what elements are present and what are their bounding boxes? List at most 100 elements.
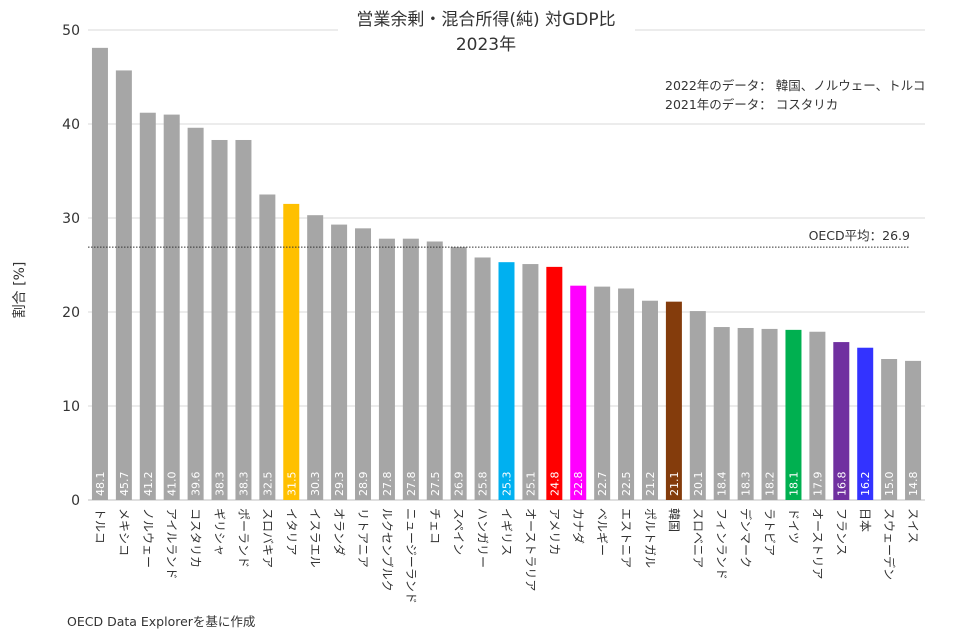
data-label: 21.2 — [644, 472, 657, 497]
bar — [307, 215, 324, 500]
bar — [665, 301, 682, 500]
bar — [857, 347, 874, 500]
chart-subtitle: 2023年 — [456, 35, 516, 55]
bars — [91, 47, 922, 501]
data-label: 41.2 — [142, 472, 155, 497]
data-label: 18.2 — [764, 472, 777, 497]
data-label: 25.3 — [501, 472, 514, 497]
category-label: スイス — [906, 508, 920, 544]
bar — [355, 228, 372, 500]
y-tick-label: 10 — [62, 399, 80, 415]
bar — [402, 238, 419, 500]
category-label: エストニア — [619, 508, 633, 568]
data-label: 30.3 — [309, 472, 322, 497]
category-label: 日本 — [858, 508, 872, 532]
data-label: 38.3 — [237, 472, 250, 497]
data-label: 15.0 — [883, 472, 896, 497]
bar — [522, 264, 539, 500]
data-label: 27.5 — [429, 472, 442, 497]
bar — [498, 262, 515, 500]
y-tick-label: 50 — [62, 23, 80, 39]
bar — [881, 359, 898, 500]
category-label: スウェーデン — [882, 508, 897, 580]
y-axis-label: 割合 [%] — [11, 262, 28, 319]
category-label: オランダ — [332, 508, 347, 556]
data-label: 25.1 — [524, 472, 537, 497]
y-tick-label: 30 — [62, 211, 80, 227]
y-tick-label: 0 — [71, 493, 80, 509]
data-label: 27.8 — [381, 472, 394, 497]
category-label: オーストリア — [810, 508, 824, 579]
bar — [761, 328, 778, 500]
y-axis-ticks: 0 10 20 30 40 50 — [62, 23, 80, 509]
category-label: スペイン — [452, 508, 466, 555]
note-2021: 2021年のデータ： コスタリカ — [665, 97, 838, 112]
source-note: OECD Data Explorerを基に作成 — [67, 614, 256, 629]
category-label: ノルウェー — [141, 508, 155, 568]
category-label: 韓国 — [667, 508, 681, 532]
title-background — [338, 4, 635, 58]
category-label: カナダ — [571, 508, 586, 544]
category-label: トルコ — [93, 508, 107, 544]
bar — [809, 331, 826, 500]
category-label: フランス — [834, 508, 848, 556]
category-label: イタリア — [284, 508, 298, 556]
bar — [331, 224, 348, 500]
category-label: ラトビア — [763, 508, 777, 556]
data-label: 27.8 — [405, 472, 418, 497]
data-label: 18.4 — [716, 472, 729, 497]
category-label: チェコ — [428, 508, 442, 544]
data-label: 41.0 — [166, 472, 179, 497]
data-label: 28.9 — [357, 472, 370, 497]
data-label: 21.1 — [668, 472, 681, 497]
bar — [187, 127, 204, 500]
category-label: アメリカ — [547, 508, 561, 555]
data-label: 20.1 — [692, 472, 705, 497]
category-labels: トルコ メキシコ ノルウェー アイルランド コスタリカ ギリシャ ポーランド スロバキア イタリ… — [93, 508, 920, 604]
category-label: ハンガリー — [476, 508, 490, 568]
bar — [450, 247, 467, 500]
category-label: オーストラリア — [523, 508, 537, 591]
category-label: ベルギー — [595, 508, 609, 556]
data-label: 26.9 — [453, 472, 466, 497]
bar — [641, 300, 658, 500]
bar — [211, 139, 228, 501]
category-label: イスラエル — [308, 508, 322, 568]
data-label: 18.1 — [787, 472, 800, 497]
bar — [91, 47, 108, 501]
category-label: アイルランド — [165, 508, 179, 579]
bar — [163, 114, 180, 500]
category-label: スロベニア — [691, 508, 705, 568]
bar — [426, 241, 443, 500]
data-label: 22.7 — [596, 472, 609, 497]
data-label: 38.3 — [214, 472, 227, 497]
category-label: イギリス — [500, 508, 514, 556]
data-label: 22.8 — [572, 472, 585, 497]
bar — [833, 342, 850, 500]
data-label: 17.9 — [811, 472, 824, 497]
bar — [235, 139, 252, 501]
category-label: スロバキア — [260, 508, 274, 568]
category-label: ドイツ — [786, 508, 800, 544]
category-label: ギリシャ — [213, 508, 227, 556]
data-label: 24.8 — [548, 472, 561, 497]
bar — [378, 238, 395, 500]
chart-title: 営業余剰・混合所得(純) 対GDP比 — [356, 10, 615, 30]
bar — [474, 257, 491, 500]
note-2022: 2022年のデータ： 韓国、ノルウェー、トルコ — [665, 78, 925, 93]
data-label: 31.5 — [285, 472, 298, 497]
data-label: 39.6 — [190, 472, 203, 497]
bar — [689, 311, 706, 500]
data-label: 16.2 — [859, 472, 872, 497]
bar — [713, 327, 730, 500]
category-label: メキシコ — [117, 508, 131, 556]
category-label: ニュージーランド — [404, 508, 418, 604]
bar — [259, 194, 276, 500]
bar — [115, 70, 132, 501]
y-tick-label: 20 — [62, 305, 80, 321]
data-label: 25.8 — [477, 472, 490, 497]
data-label: 16.8 — [835, 472, 848, 497]
bar — [283, 203, 300, 500]
bar — [139, 112, 156, 500]
